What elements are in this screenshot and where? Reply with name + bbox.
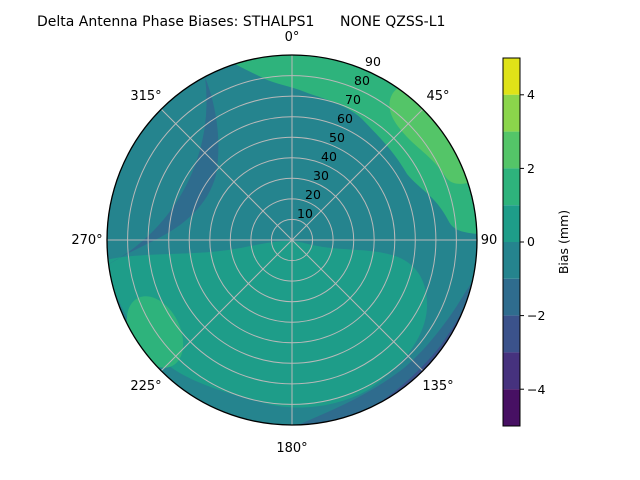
- r-label-40: 40: [321, 149, 337, 164]
- r-label-70: 70: [345, 92, 361, 107]
- theta-label-90: 90: [481, 233, 498, 248]
- polar-grid-spokes: [107, 55, 477, 425]
- theta-label-315: 315°: [130, 89, 161, 104]
- r-label-10: 10: [297, 206, 313, 221]
- theta-label-180: 180°: [276, 441, 307, 456]
- contour-region-nw-neg2-neg1: [109, 77, 219, 264]
- cb-tick-4: 4: [527, 87, 535, 102]
- colorbar-axis-label: Bias (mm): [556, 210, 571, 274]
- chart-title-left: Delta Antenna Phase Biases: STHALPS1: [37, 14, 314, 30]
- chart-title-right: NONE QZSS-L1: [340, 14, 445, 30]
- colorbar: 4 2 0 −2 −4 Bias (mm): [502, 57, 571, 427]
- r-label-90: 90: [365, 54, 381, 69]
- contour-field: [107, 55, 477, 425]
- r-label-80: 80: [354, 73, 370, 88]
- r-tick-labels: 10 20 30 40 50 60 70 80 90: [297, 54, 381, 221]
- theta-label-0: 0°: [285, 30, 300, 45]
- r-label-50: 50: [329, 130, 345, 145]
- theta-label-270: 270°: [71, 233, 102, 248]
- cb-tick-neg2: −2: [527, 308, 545, 323]
- r-label-30: 30: [313, 168, 329, 183]
- r-label-20: 20: [305, 187, 321, 202]
- cb-tick-0: 0: [527, 234, 535, 249]
- theta-label-225: 225°: [130, 379, 161, 394]
- polar-rim: [106, 54, 478, 426]
- theta-label-135: 135°: [422, 379, 453, 394]
- cb-tick-neg4: −4: [527, 382, 545, 397]
- r-label-60: 60: [337, 111, 353, 126]
- theta-tick-labels: 0° 45° 90 135° 180° 225° 270° 315°: [71, 30, 497, 456]
- colorbar-tick-labels: 4 2 0 −2 −4: [527, 87, 545, 397]
- colorbar-ticks: [520, 94, 524, 390]
- contour-region-ne-bright-2-3: [389, 88, 468, 184]
- theta-label-45: 45°: [426, 89, 449, 104]
- cb-tick-2: 2: [527, 161, 535, 176]
- colorbar-bands: [503, 58, 520, 426]
